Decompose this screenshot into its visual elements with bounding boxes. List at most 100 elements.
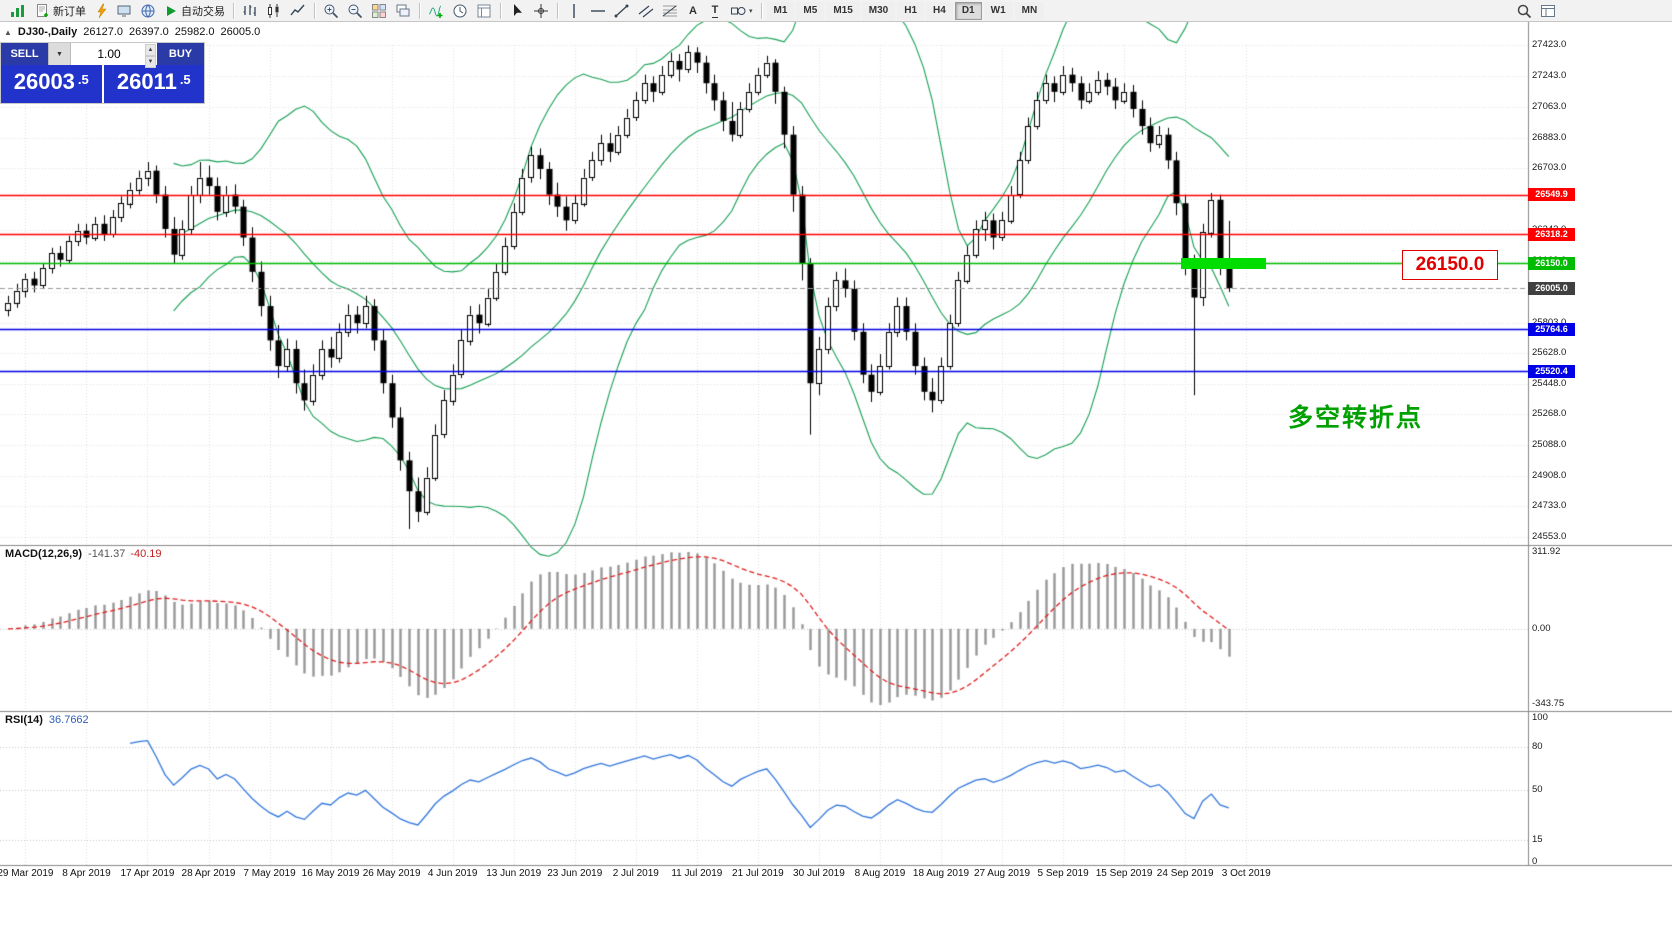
date-axis-label: 4 Jun 2019 — [427, 868, 478, 879]
zoom-in-icon[interactable] — [319, 1, 343, 21]
sell-price[interactable]: 26003 .5 — [1, 65, 102, 103]
tab-timeframe-m30[interactable]: M30 — [861, 1, 896, 20]
text-tool-icon[interactable]: A — [682, 1, 704, 21]
date-axis-label: 16 May 2019 — [301, 868, 360, 879]
timeframe-period-icon[interactable] — [448, 1, 472, 21]
rsi-axis-label: 50 — [1532, 784, 1543, 795]
tile-windows-icon[interactable] — [367, 1, 391, 21]
tab-timeframe-m1[interactable]: M1 — [766, 1, 795, 20]
tab-timeframe-h4[interactable]: H4 — [926, 1, 953, 20]
tab-timeframe-mn[interactable]: MN — [1014, 1, 1045, 20]
horizontal-line-tool-icon[interactable] — [586, 1, 610, 21]
sell-button[interactable]: SELL — [1, 43, 48, 65]
price-level-callout[interactable]: 26150.0 — [1402, 250, 1498, 280]
new-order-label: 新订单 — [53, 5, 86, 18]
app-icon — [2, 0, 32, 22]
fibonacci-tool-icon[interactable] — [658, 1, 682, 21]
date-axis-label: 11 Jul 2019 — [671, 868, 723, 879]
toolbar-separator — [314, 2, 315, 19]
price-axis-label: 26703.0 — [1532, 162, 1567, 174]
date-axis-label: 24 Sep 2019 — [1156, 868, 1214, 879]
rsi-name: RSI(14) — [5, 714, 43, 726]
date-axis-label: 8 Apr 2019 — [62, 868, 111, 879]
chart-title: ▲ DJ30-,Daily 26127.0 26397.0 25982.0 26… — [4, 26, 260, 38]
rsi-axis-label: 0 — [1532, 856, 1538, 867]
price-axis-label: 24733.0 — [1532, 500, 1567, 512]
tab-timeframe-m5[interactable]: M5 — [796, 1, 825, 20]
cursor-tool-icon[interactable] — [505, 1, 529, 21]
highlight-segment[interactable] — [1181, 258, 1266, 269]
template-icon[interactable] — [472, 1, 496, 21]
indicators-icon[interactable] — [424, 1, 448, 21]
toolbar-separator — [760, 2, 762, 19]
volume-decrease-button[interactable]: ▼ — [145, 56, 156, 68]
volume-input[interactable] — [71, 43, 157, 65]
terminal-icon[interactable] — [112, 1, 136, 21]
cascade-windows-icon[interactable] — [391, 1, 415, 21]
collapse-trade-panel-icon[interactable]: ▲ — [4, 27, 12, 37]
line-chart-icon[interactable] — [286, 1, 310, 21]
price-axis-label: 27243.0 — [1532, 69, 1567, 81]
current-price-badge: 26005.0 — [1528, 281, 1575, 295]
macd-main-value: -141.37 — [88, 548, 126, 560]
date-axis-label: 15 Sep 2019 — [1095, 868, 1153, 879]
auto-trading-button[interactable]: 自动交易 — [160, 1, 229, 21]
date-axis-label: 17 Apr 2019 — [120, 868, 175, 879]
trendline-tool-icon[interactable] — [610, 1, 634, 21]
text-label-tool-icon[interactable]: T — [704, 1, 726, 21]
search-icon[interactable] — [1512, 1, 1536, 21]
price-chart-canvas[interactable] — [0, 22, 1672, 948]
rsi-axis-label: 100 — [1532, 712, 1548, 723]
tab-timeframe-h1[interactable]: H1 — [897, 1, 925, 20]
buy-price[interactable]: 26011 .5 — [103, 65, 204, 103]
lightning-icon[interactable] — [90, 1, 112, 21]
crosshair-tool-icon[interactable] — [529, 1, 553, 21]
ohlc-close: 26005.0 — [220, 26, 261, 38]
bar-chart-icon[interactable] — [238, 1, 262, 21]
price-axis-label: 27423.0 — [1532, 39, 1567, 50]
price-axis-label: 25803.0 — [1532, 317, 1566, 328]
shapes-tool-icon[interactable]: ▾ — [726, 1, 757, 21]
price-axis-label: 25268.0 — [1532, 408, 1567, 420]
date-axis-label: 3 Oct 2019 — [1221, 868, 1271, 879]
volume-increase-button[interactable]: ▲ — [145, 44, 156, 56]
price-axis-label: 25088.0 — [1532, 439, 1567, 451]
toolbar-separator — [500, 2, 501, 19]
order-type-dropdown[interactable]: ▼ — [48, 43, 71, 65]
date-axis-label: 28 Apr 2019 — [181, 868, 236, 879]
tab-timeframe-m15[interactable]: M15 — [826, 1, 860, 20]
candlestick-chart-icon[interactable] — [262, 1, 286, 21]
channel-tool-icon[interactable] — [634, 1, 658, 21]
new-order-icon — [36, 3, 50, 19]
date-axis-label: 5 Sep 2019 — [1037, 868, 1089, 879]
ohlc-open: 26127.0 — [83, 26, 123, 38]
chart-annotation-text[interactable]: 多空转折点 — [1288, 404, 1424, 432]
rsi-axis-label: 80 — [1532, 740, 1543, 752]
buy-price-value: 26011 — [116, 69, 177, 94]
price-level-badge: 26150.0 — [1528, 256, 1575, 270]
price-axis-label: 27063.0 — [1532, 100, 1567, 112]
rsi-value: 36.7662 — [48, 714, 89, 726]
date-axis-label: 23 Jun 2019 — [547, 868, 603, 879]
date-axis-label: 7 May 2019 — [243, 868, 296, 879]
chevron-down-icon: ▼ — [56, 50, 63, 58]
price-axis-label: 25628.0 — [1532, 346, 1567, 358]
buy-button[interactable]: BUY — [157, 43, 204, 65]
globe-icon[interactable] — [136, 1, 160, 21]
data-window-icon[interactable] — [1536, 1, 1560, 21]
tab-timeframe-w1[interactable]: W1 — [983, 1, 1013, 20]
price-level-badge: 26549.9 — [1528, 188, 1575, 202]
tab-timeframe-d1[interactable]: D1 — [954, 1, 982, 20]
vertical-line-tool-icon[interactable] — [562, 1, 586, 21]
ohlc-high: 26397.0 — [129, 26, 169, 38]
new-order-button[interactable]: 新订单 — [32, 1, 90, 21]
date-axis-label: 18 Aug 2019 — [912, 868, 970, 879]
date-axis-label: 13 Jun 2019 — [486, 868, 542, 879]
macd-indicator-label: MACD(12,26,9) -141.37 -40.19 — [5, 548, 162, 560]
toolbar-separator — [557, 2, 558, 19]
zoom-out-icon[interactable] — [343, 1, 367, 21]
play-icon — [164, 4, 178, 18]
macd-name: MACD(12,26,9) — [5, 548, 83, 560]
rsi-indicator-label: RSI(14) 36.7662 — [5, 714, 89, 726]
